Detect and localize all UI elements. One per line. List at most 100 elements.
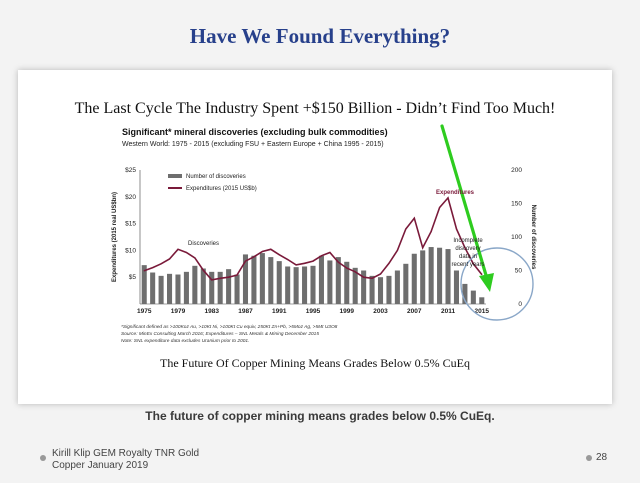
expenditure-point — [143, 270, 145, 272]
discovery-bar — [420, 250, 426, 304]
slide-title: Have We Found Everything? — [189, 24, 451, 48]
y-right-axis-label: Number of discoveries — [530, 205, 536, 270]
expenditure-point — [177, 248, 179, 250]
discovery-bar — [428, 247, 434, 304]
bars-layer — [141, 247, 485, 304]
x-tick-label: 1983 — [204, 308, 219, 315]
annotation-incomplete-4: recent years — [451, 262, 484, 268]
expenditure-point — [422, 247, 424, 249]
y-left-tick-label: $25 — [125, 167, 136, 174]
discovery-bar — [445, 249, 451, 304]
axes-layer: $5 $10 $15 $20 $25 0 50 100 150 200 Expenditures (… — [112, 167, 536, 315]
discovery-bar — [453, 270, 459, 304]
discovery-bar — [158, 275, 164, 304]
discovery-bar — [183, 271, 189, 304]
expenditure-point — [278, 254, 280, 256]
footer-bullet-icon — [40, 455, 46, 461]
discovery-bar — [462, 283, 468, 304]
overlay-layer — [440, 124, 534, 321]
legend: Number of discoveries Expenditures (2015… — [168, 174, 257, 192]
discovery-bar — [479, 297, 485, 304]
expenditure-point — [152, 266, 154, 269]
x-tick-label: 2007 — [407, 308, 422, 315]
x-tick-label: 1975 — [137, 308, 152, 315]
y-right-tick-label: 200 — [511, 167, 522, 174]
chart-title: Significant* mineral discoveries (exclud… — [122, 127, 388, 137]
expenditure-point — [388, 262, 390, 264]
discovery-bar — [386, 275, 392, 304]
expenditure-point — [363, 276, 365, 278]
expenditure-point — [371, 277, 373, 279]
expenditure-point — [219, 277, 221, 279]
discovery-bar — [369, 275, 375, 304]
discovery-bar — [150, 272, 156, 304]
annotation-incomplete-1: Incomplete — [453, 238, 483, 244]
discovery-bar — [192, 265, 198, 304]
discovery-bar — [209, 271, 215, 304]
discovery-bar — [344, 261, 350, 304]
discovery-bar — [377, 277, 384, 304]
footnote-2: Source: MinEx Consulting March 2016; Exp… — [121, 331, 319, 337]
x-tick-label: 2011 — [441, 308, 455, 315]
figure-panel: The Last Cycle The Industry Spent +$150 … — [18, 70, 612, 404]
discovery-bar — [470, 290, 476, 304]
y-left-tick-label: $10 — [125, 247, 136, 254]
discovery-bar — [437, 247, 443, 304]
expenditure-point — [438, 206, 441, 209]
y-right-tick-label: 150 — [511, 201, 522, 208]
discovery-bar — [259, 253, 265, 304]
expenditure-point — [447, 197, 449, 199]
expenditure-point — [202, 269, 204, 271]
page-number: 28 — [596, 452, 608, 463]
expenditure-point — [295, 264, 297, 266]
discovery-bar — [318, 255, 324, 304]
discovery-bar — [335, 257, 341, 304]
line-layer — [143, 196, 483, 281]
trend-arrow-head-icon — [479, 273, 494, 292]
expenditure-point — [430, 231, 432, 233]
discovery-bar — [310, 265, 316, 304]
footer-line-1: Kirill Klip GEM Royalty TNR Gold — [52, 448, 200, 459]
discovery-bar — [327, 260, 333, 304]
discovery-bar — [352, 267, 358, 304]
annotation-incomplete-3: data in — [459, 254, 477, 260]
expenditure-point — [396, 249, 398, 251]
x-tick-label: 1995 — [306, 308, 321, 315]
expenditure-point — [379, 273, 382, 275]
y-right-tick-label: 50 — [515, 268, 523, 275]
footer-line-2: Copper January 2019 — [52, 460, 149, 471]
figure-bottom-text: The Future Of Copper Mining Means Grades… — [160, 356, 470, 370]
expenditure-point — [320, 255, 323, 257]
expenditure-point — [160, 263, 162, 265]
legend-label-line: Expenditures (2015 US$b) — [186, 186, 257, 192]
discovery-bar — [361, 270, 367, 304]
expenditure-point — [481, 273, 483, 276]
expenditure-point — [464, 247, 466, 249]
y-left-tick-label: $20 — [125, 194, 136, 201]
x-tick-label: 1987 — [238, 308, 253, 315]
discovery-bar — [141, 265, 147, 304]
y-right-tick-label: 0 — [518, 301, 522, 308]
expenditure-point — [287, 258, 289, 261]
expenditure-point — [228, 276, 230, 278]
expenditure-point — [413, 217, 415, 219]
figure-headline: The Last Cycle The Industry Spent +$150 … — [75, 100, 556, 117]
annotation-incomplete-2: discovery — [455, 246, 480, 252]
expenditure-point — [405, 228, 407, 230]
discovery-bar — [167, 273, 173, 304]
highlight-circle — [460, 247, 534, 321]
expenditure-point — [261, 250, 263, 253]
discovery-bar — [242, 254, 249, 304]
legend-swatch-bars — [168, 174, 182, 178]
expenditure-point — [194, 257, 196, 259]
x-tick-label: 2015 — [475, 308, 490, 315]
footer-text: Kirill Klip GEM Royalty TNR Gold Copper … — [52, 448, 199, 472]
discovery-bar — [226, 269, 232, 304]
footnote-3: Note: SNL expenditure data excludes Uran… — [121, 338, 249, 344]
discovery-bar — [302, 266, 308, 304]
expenditure-point — [244, 260, 247, 262]
discovery-bar — [285, 266, 291, 304]
y-left-axis-label: Expenditures (2015 real US$bn) — [112, 192, 118, 282]
discovery-bar — [403, 263, 409, 304]
discovery-bar — [268, 257, 274, 304]
